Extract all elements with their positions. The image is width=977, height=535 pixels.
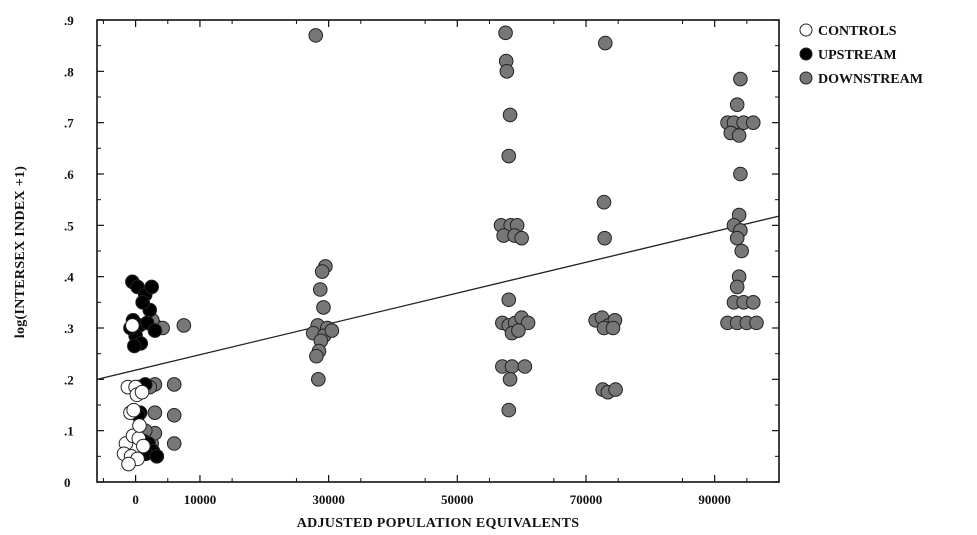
- downstream-point: [166, 436, 182, 451]
- downstream-point: [504, 359, 520, 374]
- downstream-point: [499, 64, 515, 79]
- x-tick-label: 90000: [698, 492, 731, 507]
- downstream-point: [514, 230, 529, 246]
- downstream-point: [749, 315, 764, 331]
- downstream-point: [176, 318, 192, 333]
- regression-line: [96, 215, 780, 380]
- controls-point: [134, 384, 150, 400]
- y-tick-label: .1: [64, 424, 74, 439]
- x-tick-label: 30000: [312, 492, 345, 507]
- y-tick-label: .6: [64, 167, 74, 182]
- downstream-point: [147, 405, 163, 421]
- downstream-point: [729, 279, 745, 295]
- downstream-point: [733, 71, 748, 87]
- legend-label-upstream: UPSTREAM: [818, 48, 897, 63]
- downstream-point: [597, 35, 613, 51]
- controls-point: [136, 438, 151, 454]
- downstream-point: [316, 300, 331, 315]
- downstream-point: [309, 348, 324, 364]
- legend-label-controls: CONTROLS: [818, 24, 897, 39]
- x-tick-label: 70000: [570, 492, 603, 507]
- controls-point: [125, 318, 140, 333]
- downstream-point: [605, 320, 621, 336]
- downstream-point: [324, 323, 340, 338]
- downstream-point: [733, 166, 748, 182]
- upstream-point: [144, 279, 159, 295]
- downstream-point: [501, 148, 517, 164]
- x-tick-label: 0: [132, 492, 139, 507]
- controls-point: [121, 456, 136, 472]
- downstream-point: [745, 295, 761, 310]
- y-tick-label: .4: [64, 270, 74, 285]
- upstream-point: [135, 295, 150, 310]
- plot-frame: [96, 19, 780, 483]
- y-tick-label: .9: [64, 13, 74, 28]
- y-tick-label: .8: [64, 64, 74, 79]
- data-points: [116, 25, 764, 472]
- downstream-point: [311, 372, 326, 387]
- y-axis-title: log(INTERSEX INDEX +1): [13, 166, 28, 339]
- downstream-point: [608, 382, 623, 397]
- legend: CONTROLS UPSTREAM DOWNSTREAM: [799, 23, 923, 87]
- legend-marker-downstream: [799, 71, 813, 85]
- downstream-point: [729, 230, 745, 246]
- downstream-point: [745, 115, 761, 130]
- y-tick-label: .7: [64, 116, 74, 131]
- downstream-point: [314, 264, 330, 279]
- downstream-point: [511, 323, 526, 338]
- downstream-point: [166, 407, 182, 423]
- legend-label-downstream: DOWNSTREAM: [818, 72, 923, 87]
- downstream-point: [308, 28, 324, 43]
- downstream-point: [597, 230, 612, 246]
- downstream-point: [501, 292, 517, 308]
- downstream-point: [502, 372, 518, 387]
- regression-line-layer: [96, 215, 780, 380]
- x-tick-label: 50000: [441, 492, 474, 507]
- downstream-point: [731, 128, 747, 143]
- downstream-point: [729, 97, 745, 112]
- downstream-point: [498, 25, 513, 41]
- y-tick-label: 0: [64, 475, 71, 490]
- legend-marker-upstream: [799, 47, 813, 61]
- downstream-point: [501, 402, 517, 418]
- x-tick-label: 10000: [184, 492, 217, 507]
- downstream-point: [166, 377, 182, 392]
- axes: 0 .1 .2 .3 .4 .5 .6 .7 .8 .9 0 10000 30000 50000 70000…: [64, 13, 780, 507]
- y-tick-label: .2: [64, 372, 74, 387]
- upstream-point: [127, 338, 142, 354]
- y-tick-label: .5: [64, 218, 74, 233]
- downstream-point: [734, 243, 749, 259]
- downstream-point: [520, 315, 536, 331]
- upstream-point: [147, 323, 163, 338]
- downstream-point: [502, 107, 518, 123]
- x-axis-title: ADJUSTED POPULATION EQUIVALENTS: [297, 516, 580, 531]
- controls-point: [132, 418, 147, 433]
- y-tick-label: .3: [64, 321, 74, 336]
- downstream-point: [517, 359, 533, 374]
- legend-marker-controls: [799, 23, 813, 37]
- upstream-point: [149, 449, 165, 464]
- controls-point: [126, 402, 141, 418]
- downstream-point: [312, 282, 328, 297]
- downstream-point: [596, 194, 612, 210]
